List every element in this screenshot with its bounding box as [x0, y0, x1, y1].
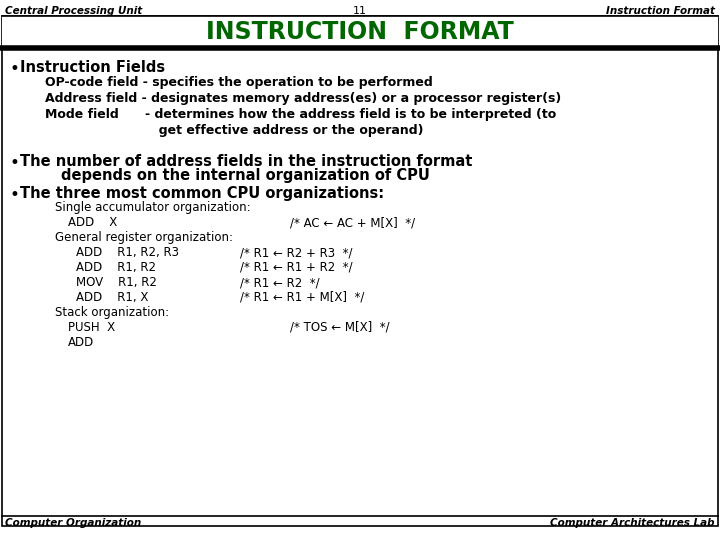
- Text: ADD    R1, X: ADD R1, X: [76, 291, 148, 304]
- Text: ADD    R1, R2: ADD R1, R2: [76, 261, 156, 274]
- Text: Mode field      - determines how the address field is to be interpreted (to: Mode field - determines how the address …: [45, 108, 557, 121]
- Text: ADD    X: ADD X: [68, 216, 117, 229]
- Text: Single accumulator organization:: Single accumulator organization:: [55, 201, 251, 214]
- Text: /* TOS ← M[X]  */: /* TOS ← M[X] */: [290, 321, 390, 334]
- Text: /* R1 ← R2  */: /* R1 ← R2 */: [240, 276, 320, 289]
- Text: Computer Architectures Lab: Computer Architectures Lab: [551, 518, 715, 528]
- Text: The number of address fields in the instruction format: The number of address fields in the inst…: [20, 154, 472, 169]
- Text: PUSH  X: PUSH X: [68, 321, 115, 334]
- Text: The three most common CPU organizations:: The three most common CPU organizations:: [20, 186, 384, 201]
- Text: /* R1 ← R2 + R3  */: /* R1 ← R2 + R3 */: [240, 246, 353, 259]
- Text: OP-code field - specifies the operation to be performed: OP-code field - specifies the operation …: [45, 76, 433, 89]
- Text: Instruction Format: Instruction Format: [606, 6, 715, 16]
- Text: Central Processing Unit: Central Processing Unit: [5, 6, 143, 16]
- Text: MOV    R1, R2: MOV R1, R2: [76, 276, 157, 289]
- Text: INSTRUCTION  FORMAT: INSTRUCTION FORMAT: [206, 20, 514, 44]
- Text: /* R1 ← R1 + R2  */: /* R1 ← R1 + R2 */: [240, 261, 353, 274]
- Text: ADD    R1, R2, R3: ADD R1, R2, R3: [76, 246, 179, 259]
- Bar: [2, 16, 718, 48]
- Text: General register organization:: General register organization:: [55, 231, 233, 244]
- Text: •: •: [10, 186, 20, 204]
- Text: •: •: [10, 60, 20, 78]
- Text: Stack organization:: Stack organization:: [55, 306, 169, 319]
- Text: /* R1 ← R1 + M[X]  */: /* R1 ← R1 + M[X] */: [240, 291, 364, 304]
- Text: 11: 11: [353, 6, 367, 16]
- Text: Computer Organization: Computer Organization: [5, 518, 141, 528]
- Text: Instruction Fields: Instruction Fields: [20, 60, 165, 75]
- Text: get effective address or the operand): get effective address or the operand): [45, 124, 423, 137]
- Text: Address field - designates memory address(es) or a processor register(s): Address field - designates memory addres…: [45, 92, 562, 105]
- Text: depends on the internal organization of CPU: depends on the internal organization of …: [20, 168, 430, 183]
- Text: ADD: ADD: [68, 336, 94, 349]
- Text: /* AC ← AC + M[X]  */: /* AC ← AC + M[X] */: [290, 216, 415, 229]
- Text: •: •: [10, 154, 20, 172]
